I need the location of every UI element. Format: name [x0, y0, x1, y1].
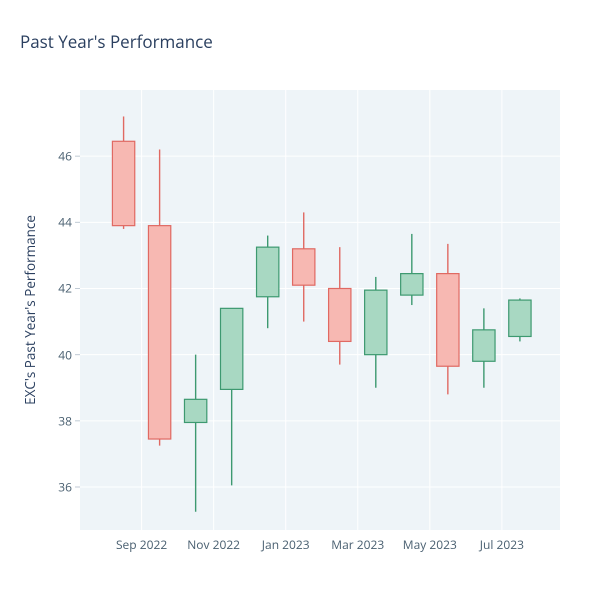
- chart-title: Past Year's Performance: [20, 30, 213, 53]
- y-axis-label: EXC's Past Year's Performance: [21, 215, 39, 405]
- x-tick-label: Mar 2023: [331, 536, 384, 553]
- y-tick-label: 46: [58, 148, 72, 165]
- y-tick-label: 44: [58, 214, 72, 231]
- y-tick-label: 40: [58, 346, 72, 363]
- x-tick-label: Jan 2023: [262, 536, 310, 553]
- x-tick-label: Sep 2022: [116, 536, 167, 553]
- y-tick-label: 42: [58, 280, 72, 297]
- y-tick-label: 38: [58, 412, 72, 429]
- x-tick-label: May 2023: [403, 536, 457, 553]
- x-tick-label: Jul 2023: [480, 536, 524, 553]
- candlestick-plot: [80, 90, 560, 530]
- x-tick-label: Nov 2022: [187, 536, 240, 553]
- y-tick-label: 36: [58, 478, 72, 495]
